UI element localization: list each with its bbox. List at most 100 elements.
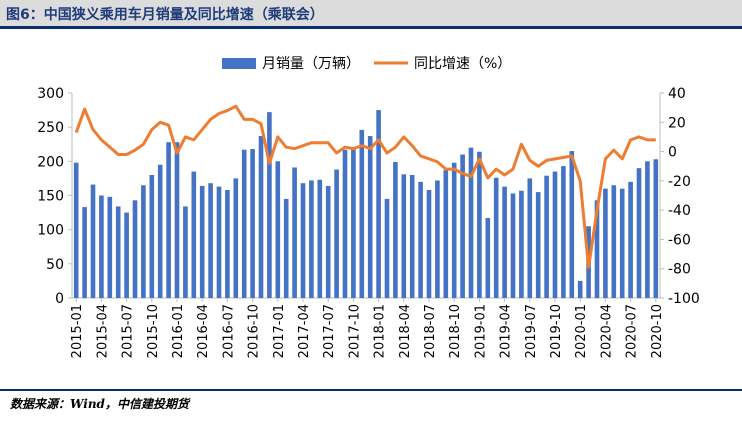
bar xyxy=(561,166,566,298)
bar xyxy=(611,185,617,298)
bar xyxy=(552,171,558,298)
x-tick-label: 2017-07 xyxy=(322,304,337,358)
y-left-tick-label: 250 xyxy=(37,120,64,136)
bar xyxy=(107,196,113,298)
bar xyxy=(82,207,87,298)
x-tick-label: 2019-10 xyxy=(549,304,564,358)
bar xyxy=(510,193,516,298)
bar xyxy=(376,110,381,298)
legend-line-label: 同比增速（%） xyxy=(414,56,511,72)
y-right-tick-label: -40 xyxy=(668,203,691,219)
bar xyxy=(645,161,650,298)
bar xyxy=(309,180,314,298)
x-tick-label: 2019-04 xyxy=(499,304,514,358)
bar xyxy=(351,149,356,298)
bar xyxy=(292,167,297,298)
bar xyxy=(342,149,348,298)
bar xyxy=(628,181,633,298)
source-note: 数据来源：Wind，中信建投期货 xyxy=(10,397,189,411)
bar xyxy=(334,169,339,298)
bar xyxy=(485,218,491,298)
x-tick-label: 2020-10 xyxy=(650,304,665,358)
x-tick-label: 2020-07 xyxy=(625,304,640,358)
bar xyxy=(401,174,407,298)
x-tick-label: 2018-01 xyxy=(373,304,388,358)
x-tick-label: 2016-07 xyxy=(221,304,236,358)
bar xyxy=(393,162,398,298)
bar xyxy=(132,200,138,298)
growth-line xyxy=(74,104,656,269)
y-right-tick-label: -80 xyxy=(668,262,691,278)
bar xyxy=(435,180,440,298)
bar xyxy=(208,183,213,298)
x-tick-label: 2015-07 xyxy=(121,304,136,358)
bar xyxy=(409,175,415,298)
y-right-tick-label: 0 xyxy=(668,145,677,161)
bar xyxy=(283,198,289,298)
y-right-tick-label: 40 xyxy=(668,86,686,102)
bar xyxy=(384,198,390,298)
bar xyxy=(191,171,197,298)
bar xyxy=(199,185,205,298)
y-right-tick-label: 20 xyxy=(668,115,686,131)
x-tick-label: 2017-04 xyxy=(297,304,312,358)
bar xyxy=(90,184,96,298)
bar xyxy=(73,162,79,298)
bar xyxy=(603,188,608,298)
legend-bar-label: 月销量（万辆） xyxy=(262,56,360,72)
y-right-tick-label: -20 xyxy=(668,174,691,190)
bar xyxy=(325,185,331,298)
bar xyxy=(233,178,239,298)
x-tick-label: 2015-10 xyxy=(146,304,161,358)
bar xyxy=(183,206,188,298)
legend-bar-swatch xyxy=(222,58,256,69)
bar xyxy=(241,149,247,298)
x-tick-label: 2016-10 xyxy=(247,304,262,358)
bar xyxy=(636,168,642,298)
y-right-tick-label: -100 xyxy=(668,291,700,307)
bar xyxy=(519,190,524,298)
x-tick-label: 2016-04 xyxy=(196,304,211,358)
x-tick-label: 2016-01 xyxy=(171,304,186,358)
x-tick-label: 2019-01 xyxy=(473,304,488,358)
x-tick-label: 2017-10 xyxy=(347,304,362,358)
bar xyxy=(157,164,163,298)
bar xyxy=(115,206,121,298)
bar xyxy=(124,212,129,298)
x-tick-label: 2015-01 xyxy=(70,304,85,358)
chart-area: 月销量（万辆） 同比增速（%） 0 50 100 150 200 250 300 -100 -80-… xyxy=(0,30,742,385)
bar xyxy=(216,186,222,298)
y-left-tick-label: 300 xyxy=(37,86,64,102)
bar xyxy=(544,175,549,298)
y-left-tick-label: 100 xyxy=(37,223,64,239)
bar xyxy=(460,154,465,298)
bar xyxy=(451,162,457,298)
x-tick-label: 2018-04 xyxy=(398,304,413,358)
bar xyxy=(166,142,171,298)
x-tick-label: 2017-01 xyxy=(272,304,287,358)
bar xyxy=(535,192,541,298)
y-left-tick-label: 50 xyxy=(46,257,64,273)
y-left-tick-label: 150 xyxy=(37,189,64,205)
bar xyxy=(594,200,600,298)
bar xyxy=(426,190,432,298)
bar xyxy=(275,161,281,298)
bar xyxy=(258,136,264,298)
y-left-tick-label: 0 xyxy=(55,291,64,307)
bar xyxy=(359,129,365,298)
bar xyxy=(653,159,659,298)
bar xyxy=(443,170,449,298)
bar xyxy=(493,177,499,298)
bar xyxy=(569,151,575,298)
x-tick-label: 2020-04 xyxy=(599,304,614,358)
bar xyxy=(477,151,482,298)
bar xyxy=(367,136,373,298)
chart-title: 图6：中国狭义乘用车月销量及同比增速（乘联会） xyxy=(6,7,324,23)
bar xyxy=(149,175,155,298)
bar xyxy=(317,179,323,298)
bar xyxy=(468,147,474,298)
y-left-tick-label: 200 xyxy=(37,154,64,170)
bar xyxy=(250,149,255,298)
bar xyxy=(99,195,104,298)
bar xyxy=(619,188,625,298)
